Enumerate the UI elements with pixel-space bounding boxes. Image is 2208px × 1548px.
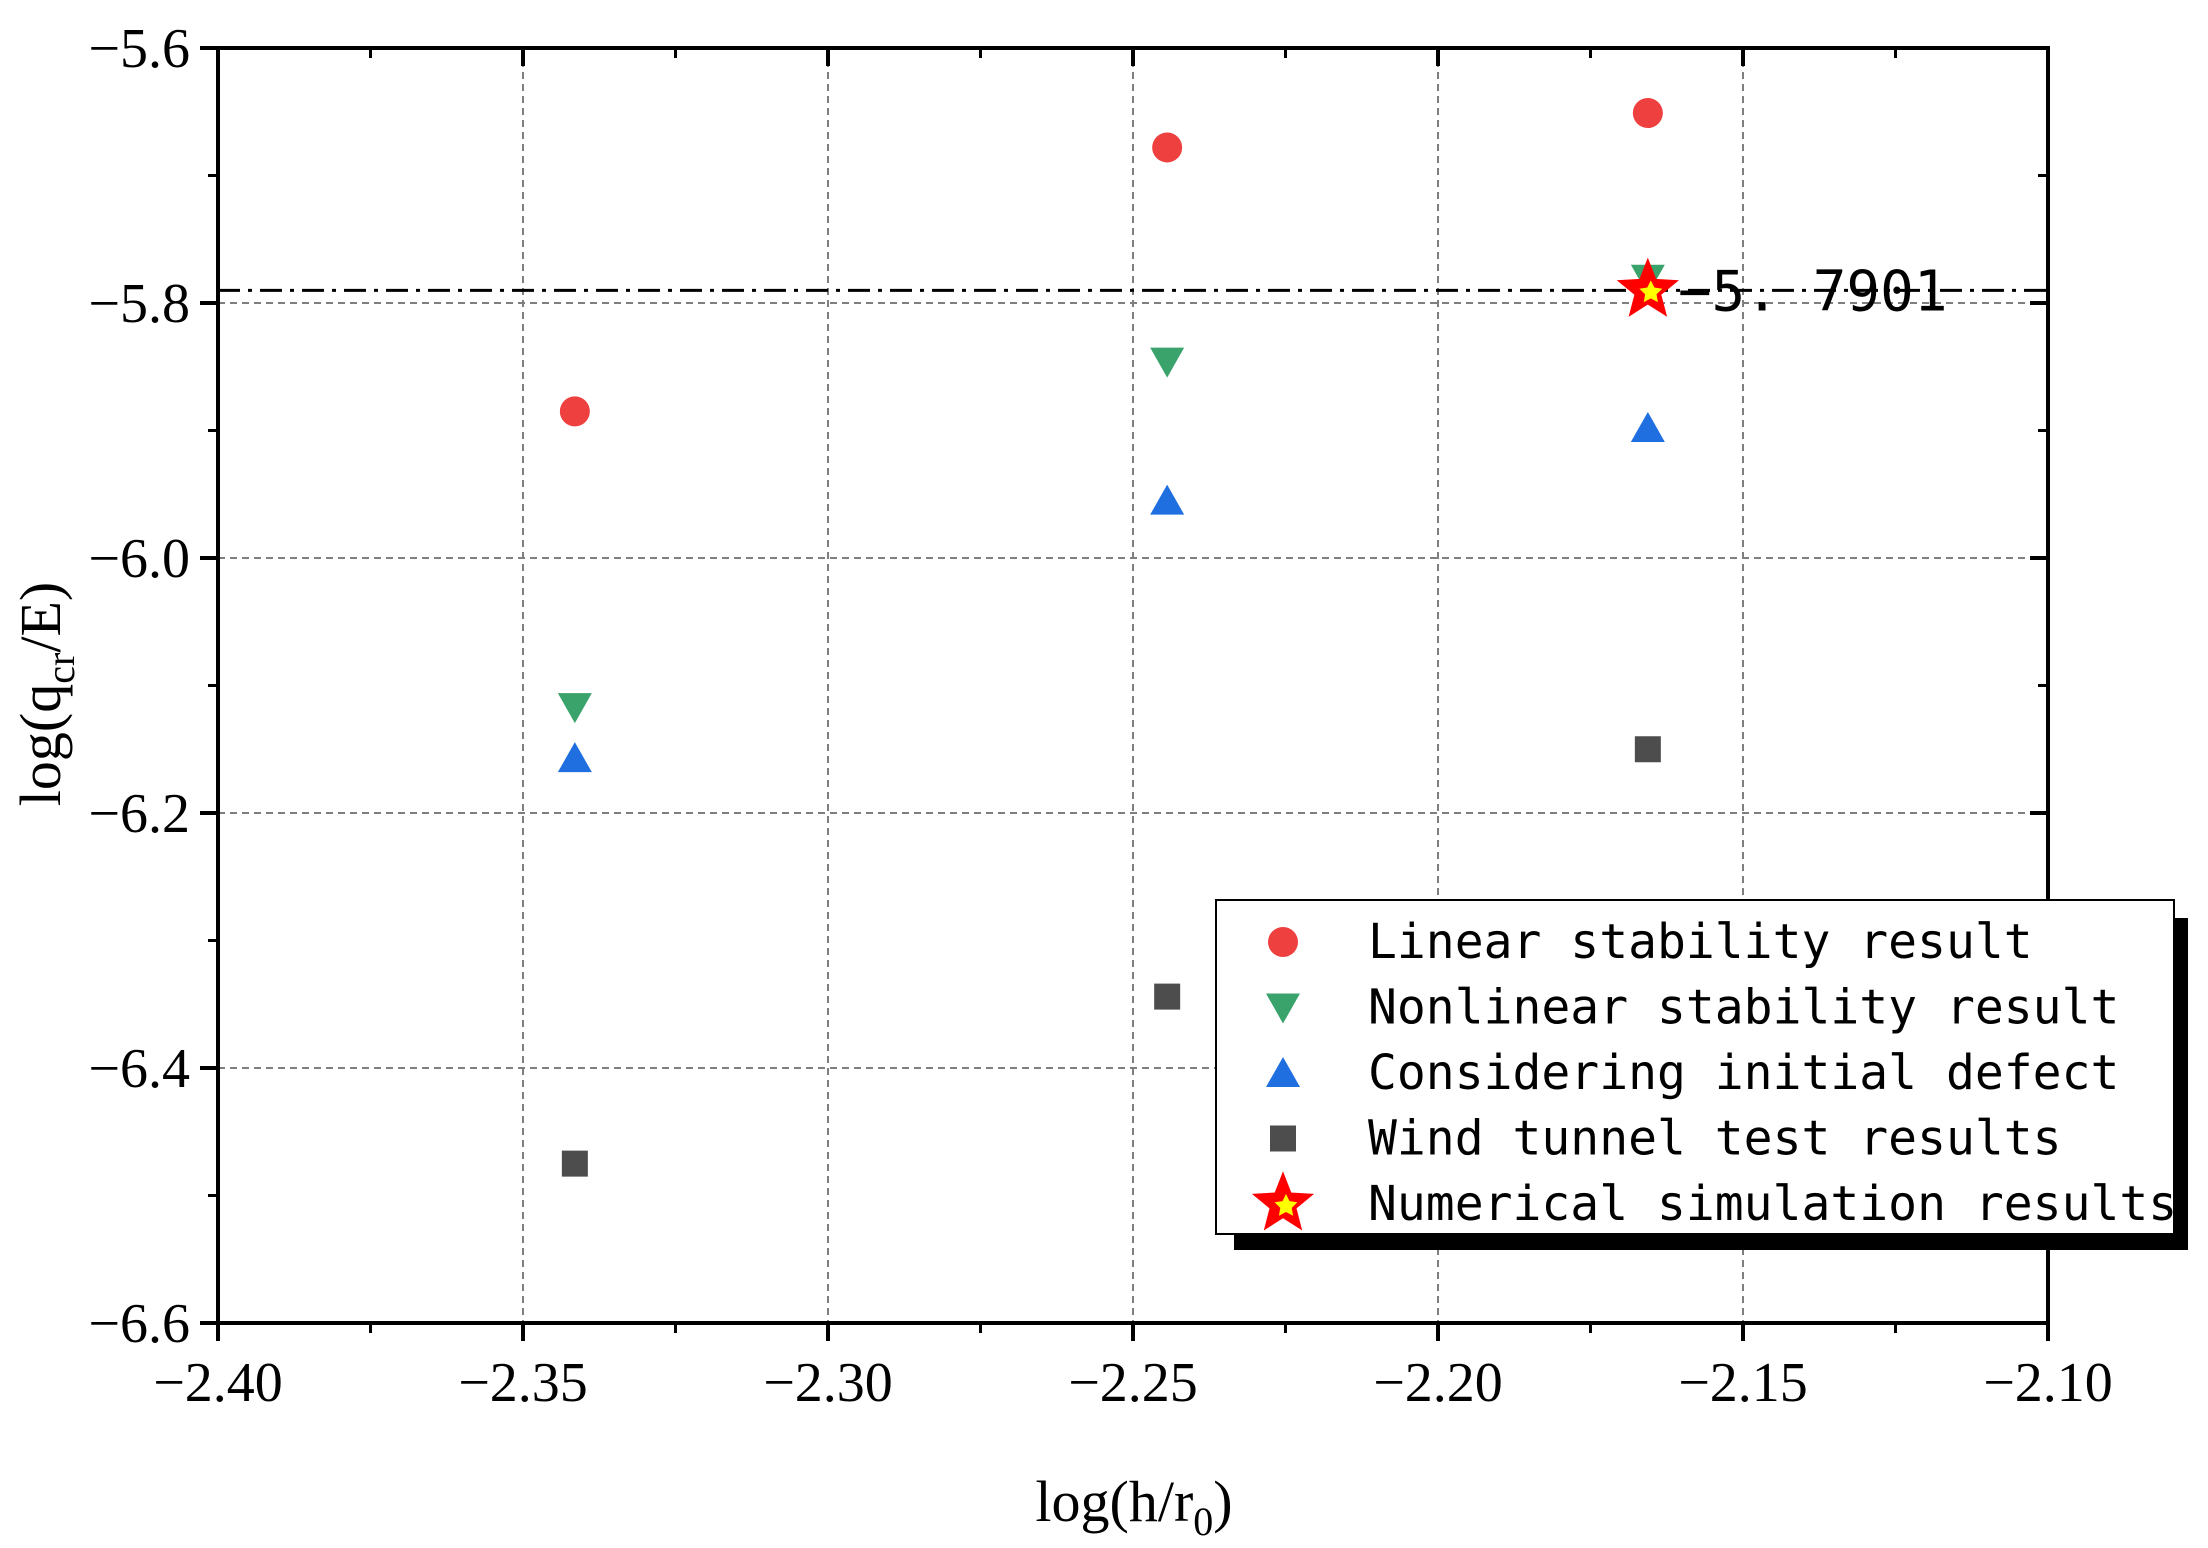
point-circle-0 (559, 396, 590, 427)
annotations: −5. 7901 (1678, 259, 1948, 324)
x-axis-title: log(h/r0) (1035, 1469, 1232, 1544)
point-triangle-down-0 (557, 693, 592, 724)
x-tick-label: −2.25 (1068, 1352, 1198, 1414)
legend-marker-star (1251, 1171, 1315, 1231)
point-triangle-up-1 (1150, 484, 1185, 515)
legend-label: Linear stability result (1368, 914, 2033, 970)
y-tick-label: −5.8 (88, 273, 190, 335)
legend-marker-triangle-up (1266, 1057, 1300, 1087)
y-tick-label: −6.4 (88, 1038, 190, 1100)
point-circle-1 (1152, 132, 1183, 163)
y-axis-title: log(qcr/E) (8, 582, 83, 806)
legend-label: Numerical simulation results (1368, 1176, 2177, 1232)
y-tick-label: −6.2 (88, 783, 190, 845)
point-triangle-up-2 (1630, 411, 1665, 442)
legend-marker-circle (1268, 927, 1298, 957)
legend-label: Considering initial defect (1368, 1045, 2119, 1101)
legend-marker-star-inner (1274, 1194, 1298, 1216)
x-tick-label: −2.40 (153, 1352, 283, 1414)
x-tick-label: −2.30 (763, 1352, 893, 1414)
x-tick-label: −2.10 (1983, 1352, 2113, 1414)
data-points (557, 98, 1680, 1177)
point-star-0 (1616, 257, 1680, 317)
legend-items: Linear stability result Nonlinear stabili… (1251, 914, 2177, 1232)
legend-marker-triangle-down (1266, 993, 1300, 1024)
y-tick-label: −5.6 (88, 18, 190, 80)
legend: Linear stability result Nonlinear stabili… (1215, 899, 2188, 1250)
legend-box (1215, 899, 2175, 1235)
legend-label: Wind tunnel test results (1368, 1111, 2062, 1167)
axes (200, 46, 2050, 1341)
legend-label: Nonlinear stability result (1368, 980, 2119, 1036)
legend-marker-square (1270, 1125, 1296, 1152)
x-tick-label: −2.20 (1373, 1352, 1503, 1414)
x-tick-label: −2.15 (1678, 1352, 1808, 1414)
point-square-0 (561, 1150, 588, 1177)
point-square-2 (1634, 736, 1661, 763)
x-tick-label: −2.35 (458, 1352, 588, 1414)
y-tick-label: −6.0 (88, 528, 190, 590)
tick-labels: −2.40 −2.35 −2.30 −2.25 −2.20 −2.15 −2.10 −5.6 −… (88, 18, 2112, 1414)
point-star-0-inner (1639, 280, 1663, 303)
point-triangle-down-1 (1150, 347, 1185, 378)
point-square-1 (1154, 983, 1181, 1010)
annotation-label: −5. 7901 (1678, 259, 1948, 324)
y-tick-label: −6.6 (88, 1293, 190, 1355)
point-circle-2 (1632, 98, 1663, 129)
point-triangle-up-0 (557, 742, 592, 773)
